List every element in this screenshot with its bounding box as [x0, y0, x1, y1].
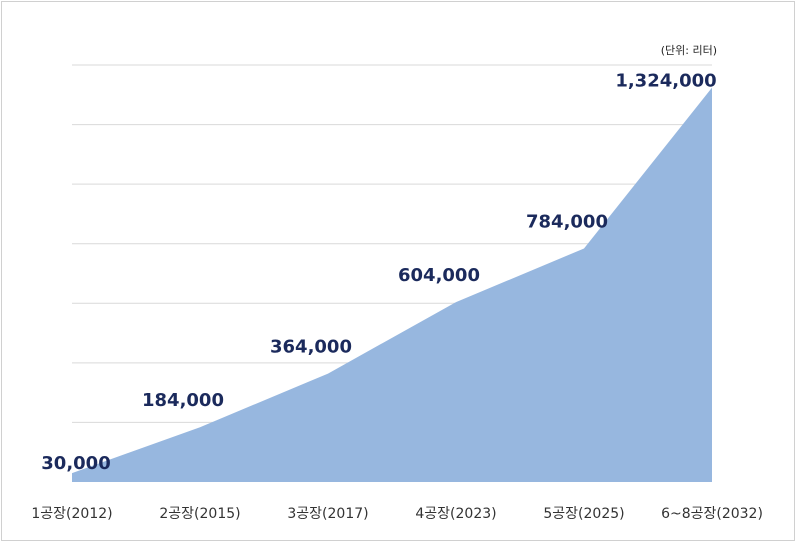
unit-note: (단위: 리터) — [661, 44, 717, 57]
data-label: 1,324,000 — [615, 71, 716, 92]
x-tick-label: 4공장(2023) — [415, 506, 496, 522]
area — [72, 87, 712, 482]
data-label: 364,000 — [270, 337, 352, 358]
x-tick-label: 1공장(2012) — [31, 506, 112, 522]
x-tick-label: 3공장(2017) — [287, 506, 368, 522]
data-label: 784,000 — [526, 211, 608, 232]
data-label: 30,000 — [41, 453, 110, 474]
x-tick-label: 5공장(2025) — [543, 506, 624, 522]
data-label: 184,000 — [142, 390, 224, 411]
x-tick-label: 2공장(2015) — [159, 506, 240, 522]
data-label: 604,000 — [398, 265, 480, 286]
x-tick-label: 6~8공장(2032) — [661, 506, 763, 522]
